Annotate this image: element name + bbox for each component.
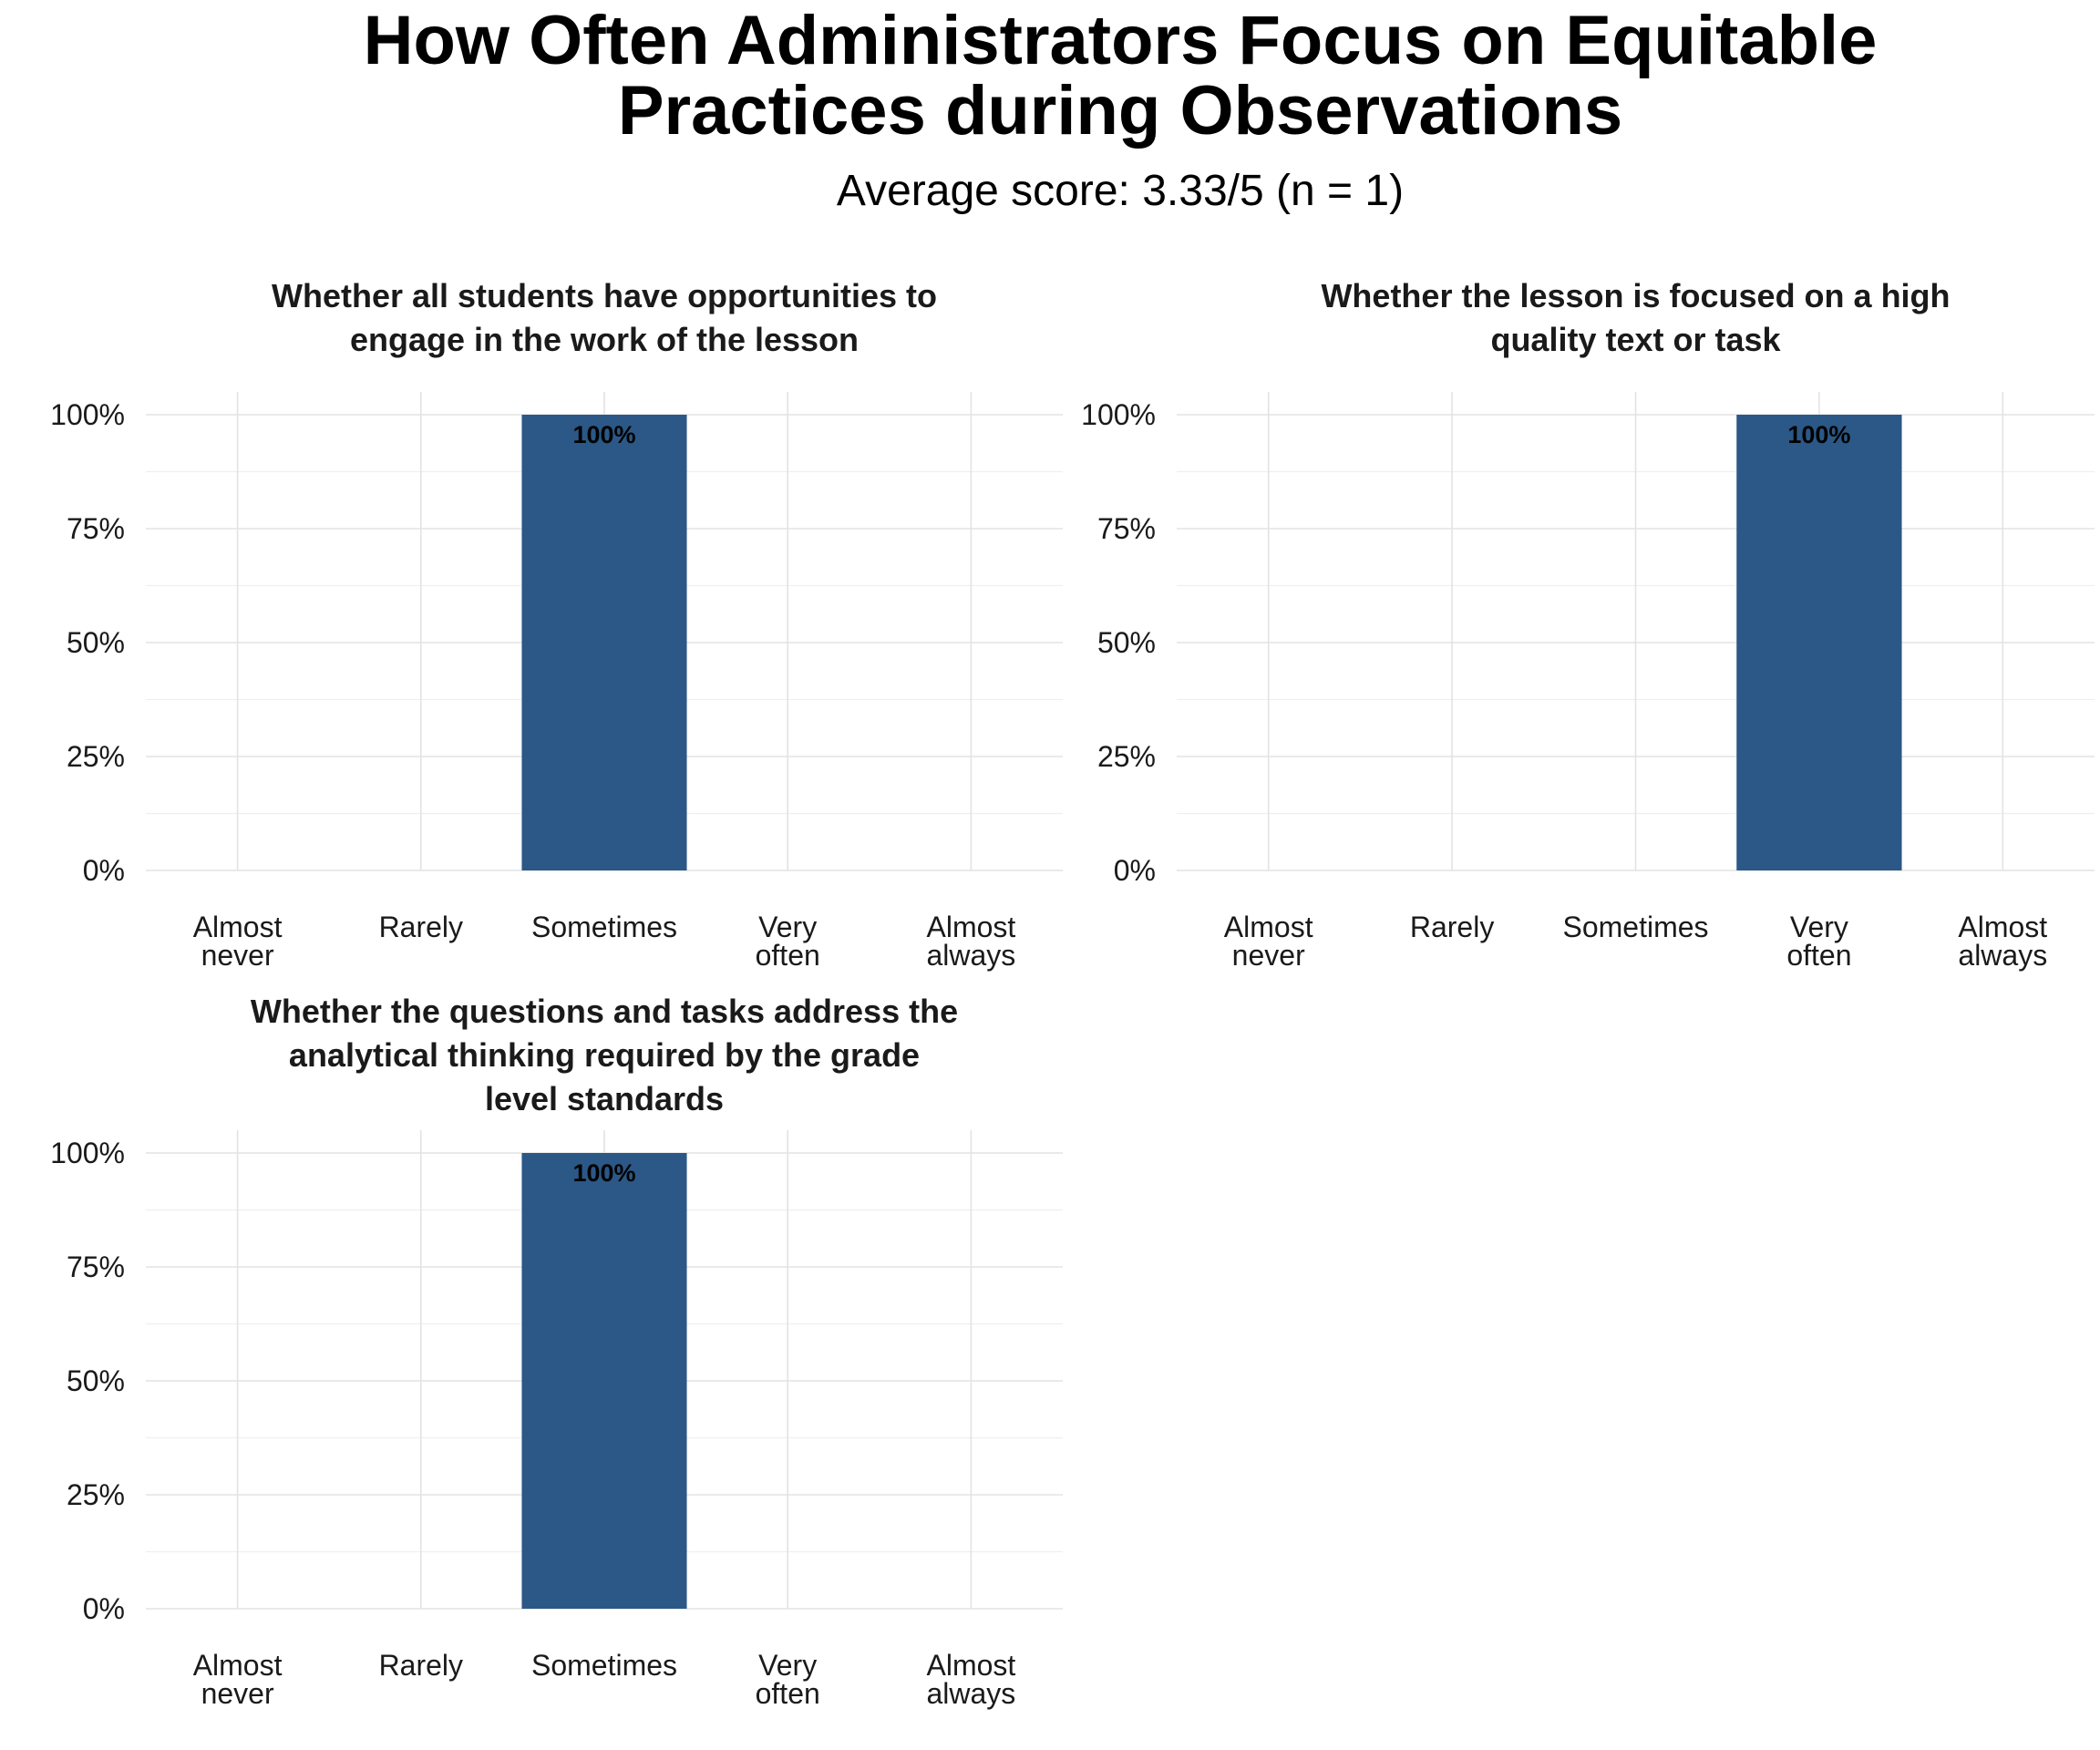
panel-2-y-tick-label: 100% xyxy=(1081,398,1156,431)
chart-title-line-1: How Often Administrators Focus on Equita… xyxy=(364,2,1878,79)
panel-3-y-tick-label: 25% xyxy=(67,1478,125,1511)
panel-3-x-tick-label-line: Almost xyxy=(193,1649,283,1682)
panel-1-title-line-1: Whether all students have opportunities … xyxy=(272,277,937,314)
panel-1-x-tick-label-line: never xyxy=(201,939,274,972)
panel-1-y-tick-label: 50% xyxy=(67,626,125,659)
panel-2-grid xyxy=(1177,392,2095,871)
panel-3-y-tick-label: 50% xyxy=(67,1364,125,1397)
chart-subtitle: Average score: 3.33/5 (n = 1) xyxy=(837,167,1404,215)
panel-1-x-tick-label: Almost never xyxy=(193,911,283,972)
panel-1-x-tick-label-line: always xyxy=(926,939,1015,972)
panel-1-x-tick-label: Rarely xyxy=(379,911,463,943)
panel-1-x-tick-label: Almost always xyxy=(926,911,1015,972)
panel-3-x-tick-label-line: always xyxy=(926,1677,1015,1710)
panel-3-x-tick-label: Almost never xyxy=(193,1649,283,1710)
panel-3: Whether the questions and tasks address … xyxy=(50,993,1063,1710)
panel-2-x-tick-label: Sometimes xyxy=(1562,911,1708,943)
panel-2-data-label: 100% xyxy=(1787,421,1850,448)
panel-1-x-tick-label-line: Almost xyxy=(927,911,1016,943)
panel-3-y-tick-label: 100% xyxy=(50,1137,125,1169)
panel-1-x-tick-label-line: Sometimes xyxy=(531,911,677,943)
panel-3-y-tick-label: 75% xyxy=(67,1251,125,1283)
panel-3-x-tick-label: Sometimes xyxy=(531,1649,677,1682)
figure-header: How Often Administrators Focus on Equita… xyxy=(364,2,1878,215)
panel-2-x-tick-label-line: Very xyxy=(1790,911,1848,943)
panel-2-x-tick-label-line: always xyxy=(1958,939,2047,972)
panel-1-x-tick-label-line: Rarely xyxy=(379,911,463,943)
panel-2-x-tick-label: Almost always xyxy=(1958,911,2047,972)
panel-1-x-tick-label: Very often xyxy=(756,911,820,972)
panel-1-x-tick-label: Sometimes xyxy=(531,911,677,943)
panel-2-x-tick-label-line: never xyxy=(1232,939,1305,972)
panel-3-x-tick-label-line: Almost xyxy=(927,1649,1016,1682)
panel-2-y-tick-label: 25% xyxy=(1097,740,1156,773)
panel-1-bar xyxy=(521,415,687,870)
panel-3-x-tick-label: Rarely xyxy=(379,1649,463,1682)
panel-2-x-tick-label-line: Rarely xyxy=(1410,911,1494,943)
panel-3-x-tick-label-line: Sometimes xyxy=(531,1649,677,1682)
panel-1-title-line-2: engage in the work of the lesson xyxy=(350,321,859,358)
chart-title-line-2: Practices during Observations xyxy=(618,72,1622,149)
panel-3-bar xyxy=(521,1153,687,1609)
panel-3-x-tick-label: Very often xyxy=(756,1649,820,1710)
panel-2: Whether the lesson is focused on a high q… xyxy=(1081,277,2095,972)
panel-2-x-tick-label-line: Almost xyxy=(1958,911,2047,943)
panel-1-data-label: 100% xyxy=(572,421,635,448)
panel-1-y-tick-label: 75% xyxy=(67,512,125,545)
panel-2-x-tick-label-line: often xyxy=(1786,939,1851,972)
panel-1: Whether all students have opportunities … xyxy=(50,277,1063,972)
panel-2-bar xyxy=(1736,415,1902,870)
panel-2-x-tick-label: Almost never xyxy=(1224,911,1313,972)
panel-3-x-tick-label-line: often xyxy=(756,1677,820,1710)
panel-1-x-tick-label-line: Very xyxy=(758,911,817,943)
panel-1-x-tick-label-line: Almost xyxy=(193,911,283,943)
panel-1-y-tick-label: 100% xyxy=(50,398,125,431)
panel-3-data-label: 100% xyxy=(572,1159,635,1187)
panel-2-x-tick-label-line: Sometimes xyxy=(1562,911,1708,943)
panel-3-y-tick-label: 0% xyxy=(83,1592,125,1625)
panel-2-x-tick-label: Rarely xyxy=(1410,911,1494,943)
chart-panels: Whether all students have opportunities … xyxy=(50,277,2095,1710)
panel-3-title-line-3: level standards xyxy=(485,1080,724,1117)
panel-3-x-tick-label-line: Very xyxy=(758,1649,817,1682)
panel-2-x-tick-label: Very often xyxy=(1786,911,1851,972)
panel-1-y-tick-label: 0% xyxy=(83,854,125,887)
panel-1-x-tick-label-line: often xyxy=(756,939,820,972)
panel-2-y-tick-label: 0% xyxy=(1114,854,1156,887)
panel-2-title-line-2: quality text or task xyxy=(1490,321,1781,358)
panel-3-x-tick-label-line: never xyxy=(201,1677,274,1710)
panel-3-x-tick-label: Almost always xyxy=(926,1649,1015,1710)
panel-3-title-line-2: analytical thinking required by the grad… xyxy=(289,1036,920,1074)
panel-2-y-tick-label: 50% xyxy=(1097,626,1156,659)
panel-1-y-tick-label: 25% xyxy=(67,740,125,773)
panel-2-title-line-1: Whether the lesson is focused on a high xyxy=(1321,277,1950,314)
panel-3-title-line-1: Whether the questions and tasks address … xyxy=(251,993,958,1030)
panel-2-y-tick-label: 75% xyxy=(1097,512,1156,545)
panel-3-x-tick-label-line: Rarely xyxy=(379,1649,463,1682)
panel-2-x-tick-label-line: Almost xyxy=(1224,911,1313,943)
